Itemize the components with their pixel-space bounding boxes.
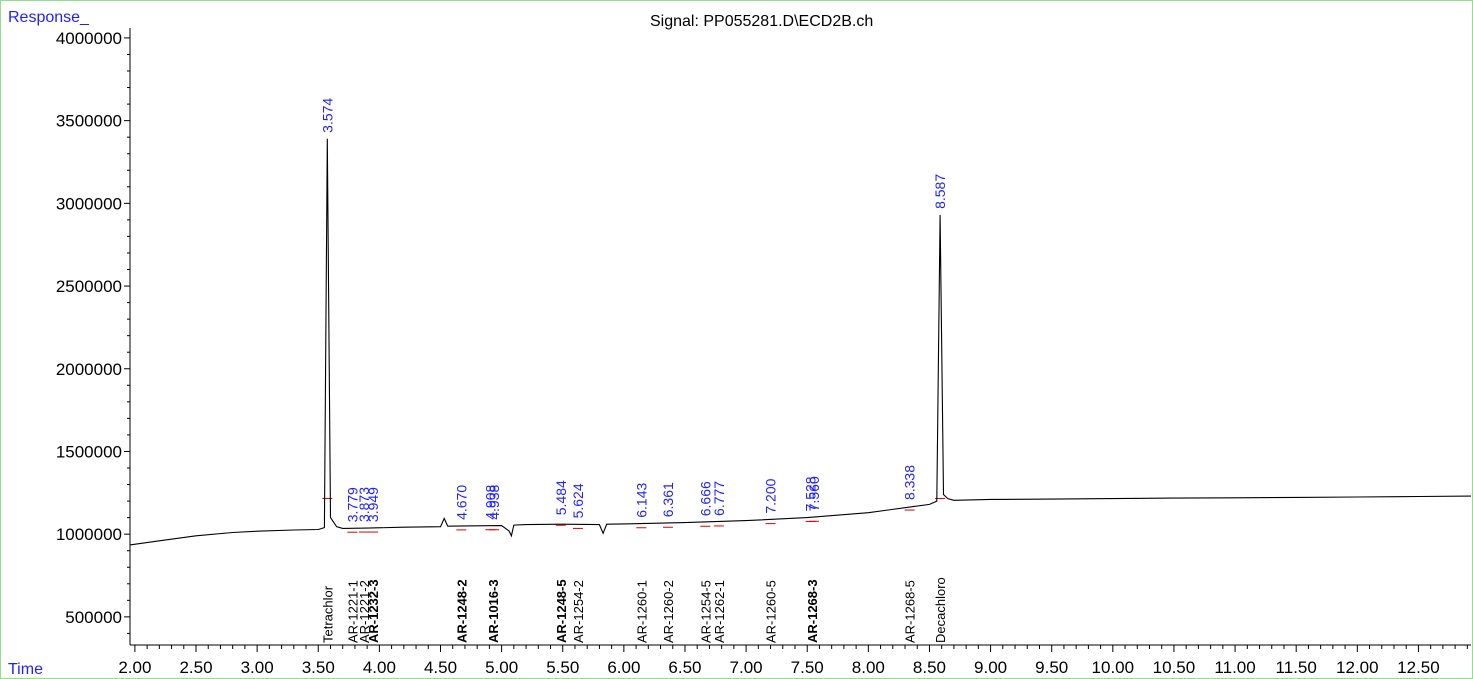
x-tick-label: 6.50 [668,658,701,677]
peak-rt-label: 5.484 [553,480,569,515]
compound-label: Tetrachlor [320,585,335,643]
peak-rt-label: 8.587 [932,174,948,209]
compound-label: AR-1262-1 [712,580,727,643]
x-tick-label: 7.00 [730,658,763,677]
x-axis-title: Time [8,661,43,678]
y-axis-ticks: 500000 1000000 1500000 2000000 2500000 300000… [56,29,130,634]
x-tick-label: 10.00 [1092,658,1135,677]
peak-rt-label: 8.338 [902,465,918,500]
x-tick-label: 11.50 [1276,658,1317,677]
x-axis-ticks: 2.00 2.50 3.00 3.50 4.00 4.50 5.00 5.50 6.00 6.50… [118,645,1468,677]
x-tick-label: 2.00 [118,658,151,677]
y-axis-title: Response_ [8,9,90,26]
peak-rt-label: 6.777 [711,481,727,516]
x-tick-label: 9.50 [1035,658,1068,677]
x-tick-label: 5.00 [485,658,518,677]
compound-label: AR-1254-2 [571,580,586,643]
y-tick-label: 1000000 [56,525,122,544]
x-tick-label: 3.50 [302,658,335,677]
peak-rt-label: 6.361 [660,482,676,517]
peak-rt-label: 7.528 [803,476,819,511]
peak-rt-label: 3.779 [344,487,360,522]
x-tick-label: 4.50 [424,658,457,677]
x-tick-label: 12.50 [1397,658,1440,677]
compound-label: Decachloro [933,577,948,643]
x-tick-label: 12.00 [1336,658,1379,677]
x-tick-label: 2.50 [179,658,212,677]
y-tick-label: 3500000 [56,112,122,131]
x-tick-label: 4.00 [363,658,396,677]
peak-rt-label: 3.949 [365,487,381,522]
x-tick-label: 11.00 [1214,658,1255,677]
peak-baselines [322,497,946,533]
peak-rt-label: 4.670 [453,485,469,520]
peak-rt-label: 3.873 [356,487,372,522]
peak-rt-label: 5.624 [570,483,586,518]
y-tick-label: 500000 [65,608,122,627]
compound-label: AR-1232-3 [366,579,381,643]
compound-label: AR-1221-1 [345,580,360,643]
peak-rt-label: 4.938 [486,484,502,519]
peak-rt-label: 4.908 [482,484,498,519]
compound-label: AR-1016-3 [486,579,501,643]
x-tick-label: 7.50 [791,658,824,677]
y-tick-label: 2500000 [56,277,122,296]
peak-rt-label: 3.574 [319,98,335,133]
y-tick-label: 4000000 [56,29,122,48]
compound-label: AR-1268-3 [805,579,820,643]
chart-title: Signal: PP055281.D\ECD2B.ch [650,13,873,30]
compound-label: AR-1260-1 [634,580,649,643]
compound-label: AR-1221-2 [357,580,372,643]
compound-label: AR-1248-5 [554,579,569,643]
x-tick-label: 3.00 [241,658,274,677]
y-tick-label: 1500000 [56,442,122,461]
x-tick-label: 8.50 [913,658,946,677]
x-tick-label: 8.00 [852,658,885,677]
compound-label: AR-1260-2 [661,580,676,643]
y-tick-label: 3000000 [56,194,122,213]
y-tick-label: 2000000 [56,360,122,379]
compound-label: AR-1254-5 [698,580,713,643]
x-tick-label: 9.00 [974,658,1007,677]
x-tick-label: 5.50 [546,658,579,677]
peak-rt-label: 6.666 [697,481,713,516]
signal-trace [129,138,1472,546]
compound-label: AR-1268-5 [903,580,918,643]
peak-rt-label: 7.560 [806,476,822,511]
x-tick-label: 6.00 [607,658,640,677]
compound-label: AR-1260-5 [764,580,779,643]
compound-label: AR-1248-2 [454,579,469,643]
x-tick-label: 10.50 [1153,658,1196,677]
compound-labels: Tetrachlor AR-1221-1AR-1221-2AR-1232-3 AR-… [320,577,948,643]
peak-rt-label: 7.200 [763,478,779,513]
peak-rt-label: 6.143 [633,483,649,518]
